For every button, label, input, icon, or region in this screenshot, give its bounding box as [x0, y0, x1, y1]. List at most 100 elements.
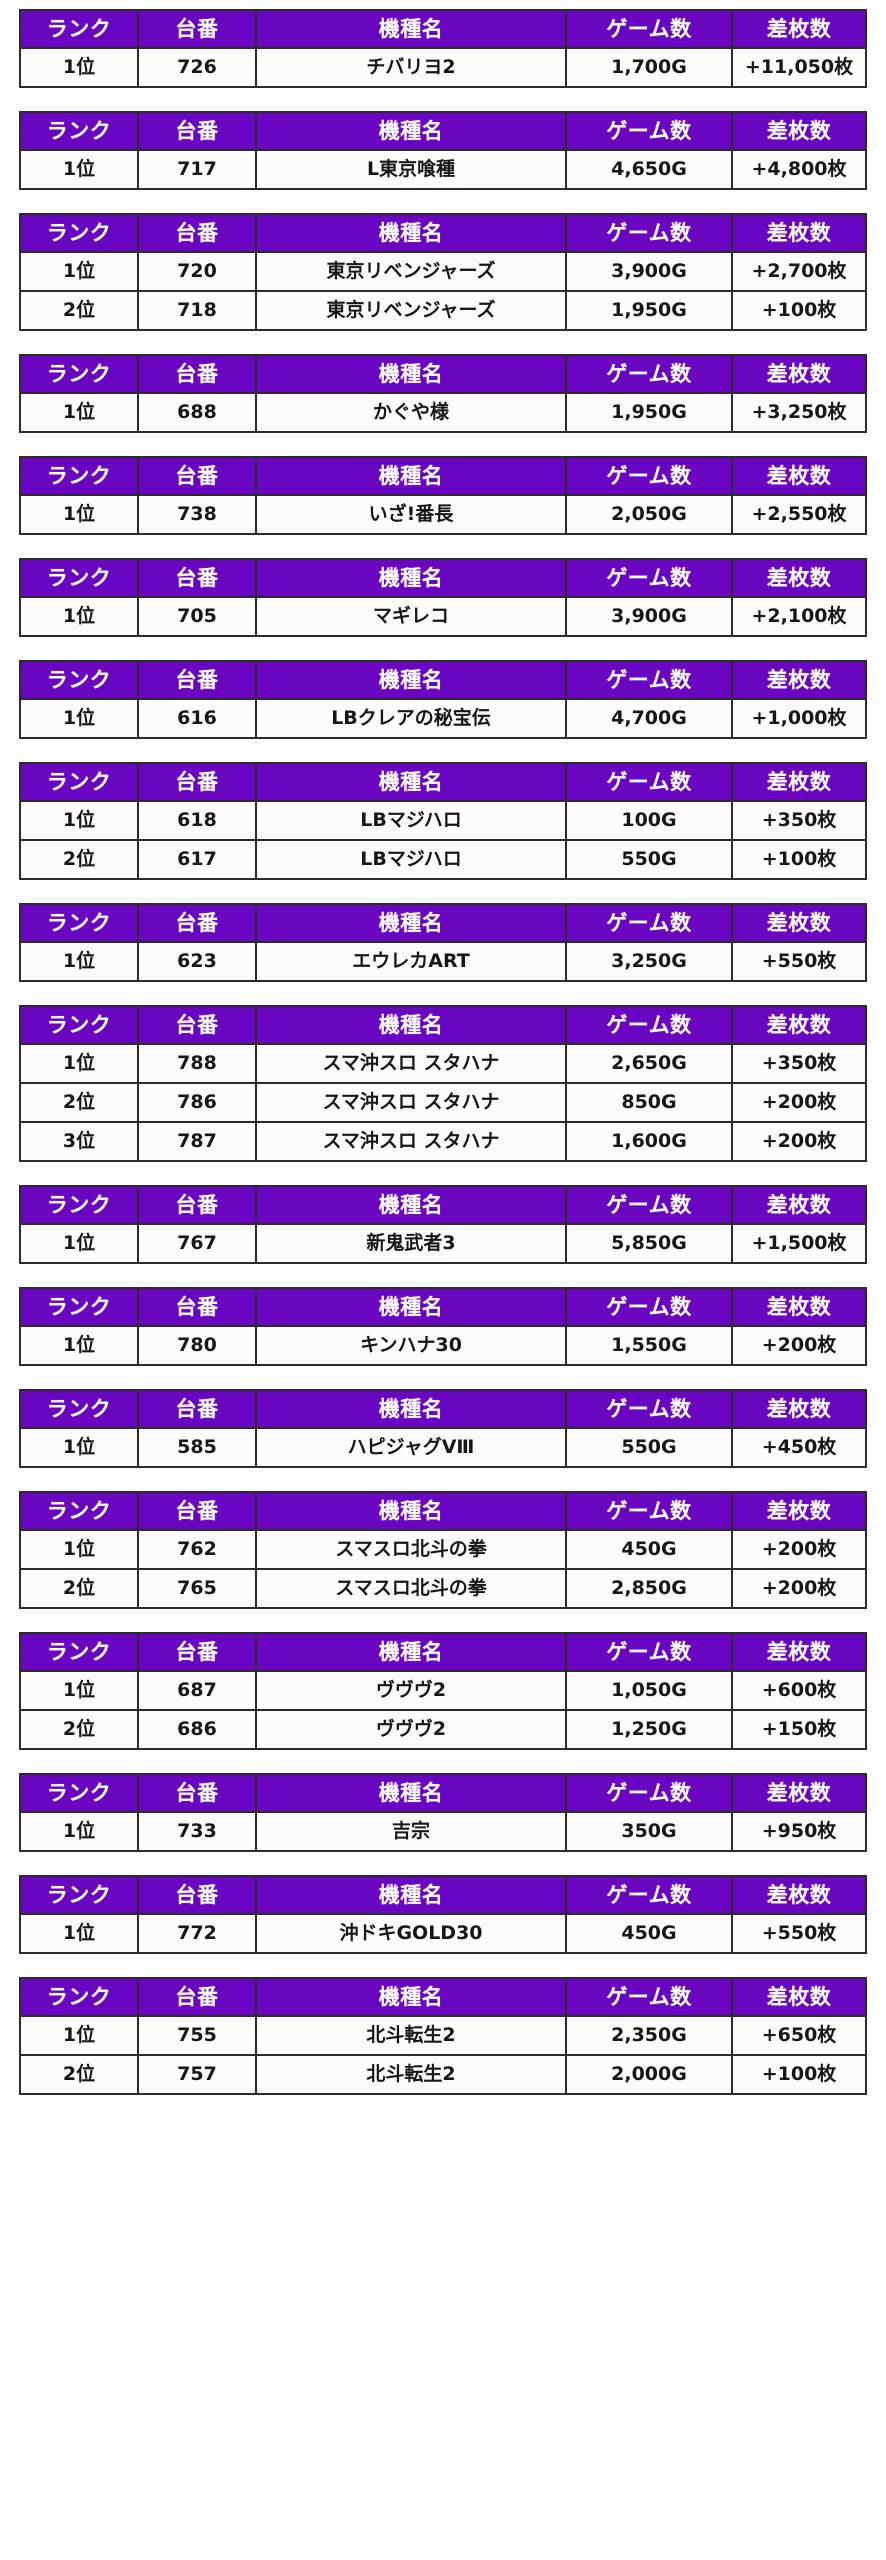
cell-machine-no: 687 [138, 1671, 257, 1711]
ranking-table: ランク 台番 機種名 ゲーム数 差枚数 1位 717 L東京喰種 4,650G +4,800枚 [19, 111, 867, 190]
cell-games: 550G [566, 840, 733, 879]
column-header-machine-name: 機種名 [256, 112, 567, 151]
ranking-table: ランク 台番 機種名 ゲーム数 差枚数 1位 687 ヴヴヴ2 1,050G +600枚 2位 686… [19, 1632, 867, 1750]
cell-machine-name: いざ!番長 [256, 495, 567, 534]
column-header-machine-name: 機種名 [256, 1774, 567, 1813]
column-header-machine-no: 台番 [138, 1390, 257, 1429]
column-header-rank: ランク [20, 355, 139, 394]
cell-games: 1,250G [566, 1710, 733, 1749]
column-header-diff: 差枚数 [732, 457, 866, 496]
cell-games: 1,700G [566, 48, 733, 87]
column-header-games: ゲーム数 [566, 112, 733, 151]
cell-rank: 1位 [20, 1671, 139, 1711]
cell-machine-no: 780 [138, 1326, 257, 1365]
cell-machine-no: 623 [138, 942, 257, 981]
column-header-games: ゲーム数 [566, 1978, 733, 2017]
cell-games: 1,050G [566, 1671, 733, 1711]
cell-machine-name: スマ沖スロ スタハナ [256, 1122, 567, 1161]
column-header-games: ゲーム数 [566, 763, 733, 802]
cell-machine-name: スマスロ北斗の拳 [256, 1569, 567, 1608]
column-header-rank: ランク [20, 1186, 139, 1225]
column-header-machine-name: 機種名 [256, 1186, 567, 1225]
table-header-row: ランク 台番 機種名 ゲーム数 差枚数 [20, 1288, 866, 1327]
cell-games: 2,850G [566, 1569, 733, 1608]
cell-machine-name: ヴヴヴ2 [256, 1710, 567, 1749]
column-header-diff: 差枚数 [732, 112, 866, 151]
column-header-diff: 差枚数 [732, 661, 866, 700]
column-header-games: ゲーム数 [566, 457, 733, 496]
cell-games: 2,000G [566, 2055, 733, 2094]
column-header-rank: ランク [20, 1288, 139, 1327]
table-row: 1位 733 吉宗 350G +950枚 [20, 1812, 866, 1851]
cell-games: 2,050G [566, 495, 733, 534]
cell-rank: 1位 [20, 699, 139, 738]
table-row: 1位 762 スマスロ北斗の拳 450G +200枚 [20, 1530, 866, 1570]
column-header-games: ゲーム数 [566, 1390, 733, 1429]
column-header-machine-name: 機種名 [256, 1006, 567, 1045]
column-header-machine-no: 台番 [138, 457, 257, 496]
column-header-diff: 差枚数 [732, 1288, 866, 1327]
cell-machine-name: 北斗転生2 [256, 2016, 567, 2056]
cell-machine-no: 772 [138, 1914, 257, 1953]
cell-machine-no: 762 [138, 1530, 257, 1570]
column-header-diff: 差枚数 [732, 1633, 866, 1672]
cell-games: 3,900G [566, 597, 733, 636]
cell-rank: 2位 [20, 840, 139, 879]
cell-diff: +600枚 [732, 1671, 866, 1711]
cell-rank: 1位 [20, 252, 139, 292]
cell-diff: +650枚 [732, 2016, 866, 2056]
table-header-row: ランク 台番 機種名 ゲーム数 差枚数 [20, 1390, 866, 1429]
cell-machine-name: L東京喰種 [256, 150, 567, 189]
column-header-games: ゲーム数 [566, 1492, 733, 1531]
column-header-games: ゲーム数 [566, 559, 733, 598]
column-header-diff: 差枚数 [732, 559, 866, 598]
column-header-diff: 差枚数 [732, 1390, 866, 1429]
cell-rank: 1位 [20, 150, 139, 189]
cell-machine-no: 618 [138, 801, 257, 841]
cell-diff: +4,800枚 [732, 150, 866, 189]
cell-machine-name: 東京リベンジャーズ [256, 252, 567, 292]
column-header-machine-name: 機種名 [256, 10, 567, 49]
column-header-rank: ランク [20, 904, 139, 943]
ranking-table: ランク 台番 機種名 ゲーム数 差枚数 1位 585 ハピジャグⅤⅢ 550G +450枚 [19, 1389, 867, 1468]
table-header-row: ランク 台番 機種名 ゲーム数 差枚数 [20, 1006, 866, 1045]
cell-machine-name: かぐや様 [256, 393, 567, 432]
cell-machine-name: チバリヨ2 [256, 48, 567, 87]
cell-machine-name: 吉宗 [256, 1812, 567, 1851]
table-row: 2位 765 スマスロ北斗の拳 2,850G +200枚 [20, 1569, 866, 1608]
ranking-table: ランク 台番 機種名 ゲーム数 差枚数 1位 762 スマスロ北斗の拳 450G +200枚 2位 7… [19, 1491, 867, 1609]
cell-machine-name: 東京リベンジャーズ [256, 291, 567, 330]
cell-games: 2,350G [566, 2016, 733, 2056]
cell-diff: +450枚 [732, 1428, 866, 1467]
ranking-table: ランク 台番 機種名 ゲーム数 差枚数 1位 623 エウレカART 3,250G +550枚 [19, 903, 867, 982]
column-header-diff: 差枚数 [732, 1876, 866, 1915]
table-header-row: ランク 台番 機種名 ゲーム数 差枚数 [20, 904, 866, 943]
column-header-games: ゲーム数 [566, 1006, 733, 1045]
table-header-row: ランク 台番 機種名 ゲーム数 差枚数 [20, 214, 866, 253]
cell-rank: 1位 [20, 1224, 139, 1263]
table-row: 1位 767 新鬼武者3 5,850G +1,500枚 [20, 1224, 866, 1263]
column-header-machine-name: 機種名 [256, 904, 567, 943]
cell-games: 1,950G [566, 291, 733, 330]
column-header-machine-no: 台番 [138, 355, 257, 394]
column-header-rank: ランク [20, 112, 139, 151]
column-header-machine-name: 機種名 [256, 661, 567, 700]
table-header-row: ランク 台番 機種名 ゲーム数 差枚数 [20, 1774, 866, 1813]
table-header-row: ランク 台番 機種名 ゲーム数 差枚数 [20, 10, 866, 49]
cell-machine-no: 755 [138, 2016, 257, 2056]
table-row: 2位 757 北斗転生2 2,000G +100枚 [20, 2055, 866, 2094]
column-header-diff: 差枚数 [732, 1774, 866, 1813]
column-header-machine-no: 台番 [138, 1288, 257, 1327]
cell-rank: 1位 [20, 1812, 139, 1851]
cell-machine-name: スマ沖スロ スタハナ [256, 1044, 567, 1084]
column-header-machine-name: 機種名 [256, 763, 567, 802]
column-header-machine-name: 機種名 [256, 1978, 567, 2017]
cell-machine-no: 787 [138, 1122, 257, 1161]
column-header-machine-name: 機種名 [256, 1390, 567, 1429]
cell-machine-no: 686 [138, 1710, 257, 1749]
cell-rank: 1位 [20, 1326, 139, 1365]
cell-diff: +200枚 [732, 1569, 866, 1608]
table-row: 1位 616 LBクレアの秘宝伝 4,700G +1,000枚 [20, 699, 866, 738]
cell-rank: 3位 [20, 1122, 139, 1161]
